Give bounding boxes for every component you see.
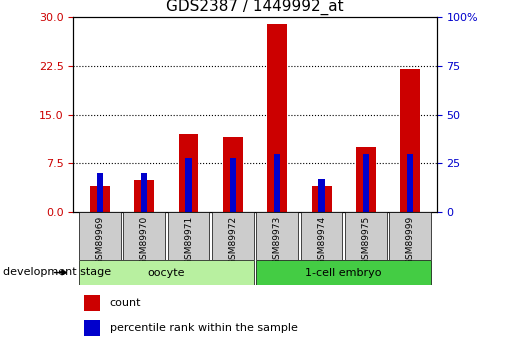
FancyBboxPatch shape [300,212,342,260]
Text: count: count [110,298,141,308]
Text: 1-cell embryo: 1-cell embryo [306,268,382,277]
Bar [96,173,103,212]
Bar [185,158,192,212]
Text: GSM89999: GSM89999 [406,216,415,265]
FancyBboxPatch shape [212,212,254,260]
Text: GSM89975: GSM89975 [362,216,370,265]
Bar [363,154,369,212]
Bar [312,186,331,212]
FancyBboxPatch shape [345,212,387,260]
Bar [179,134,198,212]
Text: oocyte: oocyte [147,268,185,277]
Text: GSM89974: GSM89974 [317,216,326,265]
Bar [400,69,420,212]
Bar [134,180,154,212]
FancyBboxPatch shape [257,260,431,285]
Text: development stage: development stage [3,267,111,277]
Bar [141,173,147,212]
FancyBboxPatch shape [168,212,210,260]
FancyBboxPatch shape [79,260,254,285]
Text: GSM89973: GSM89973 [273,216,282,265]
Bar [84,295,100,311]
Bar [230,158,236,212]
Bar [274,154,280,212]
FancyBboxPatch shape [123,212,165,260]
Bar [84,320,100,336]
Bar [90,186,110,212]
Bar [267,24,287,212]
FancyBboxPatch shape [257,212,298,260]
Text: percentile rank within the sample: percentile rank within the sample [110,323,297,333]
Bar [318,179,325,212]
Bar [223,137,243,212]
Text: GSM89970: GSM89970 [140,216,148,265]
Text: GSM89972: GSM89972 [228,216,237,265]
Text: GSM89969: GSM89969 [95,216,105,265]
FancyBboxPatch shape [389,212,431,260]
Title: GDS2387 / 1449992_at: GDS2387 / 1449992_at [166,0,344,14]
Text: GSM89971: GSM89971 [184,216,193,265]
Bar [407,154,414,212]
Bar [356,147,376,212]
FancyBboxPatch shape [79,212,121,260]
